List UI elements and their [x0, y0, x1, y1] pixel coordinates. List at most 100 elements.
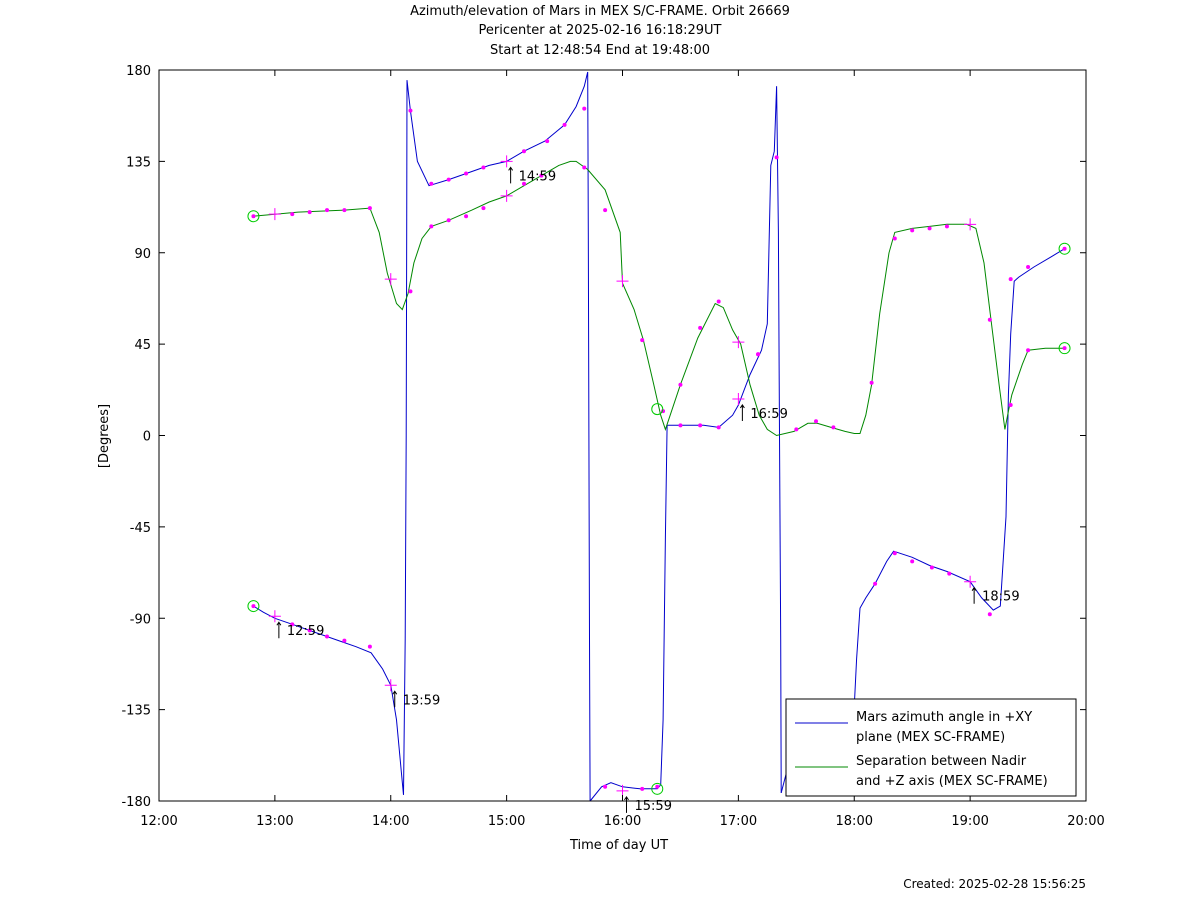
data-point: [464, 171, 469, 176]
x-tick-label: 18:00: [836, 814, 873, 829]
data-point: [290, 622, 295, 627]
y-tick-label: 45: [134, 338, 151, 353]
data-point: [408, 289, 413, 294]
series-line-azimuth: [667, 86, 782, 793]
data-point: [325, 634, 330, 639]
data-point: [429, 224, 434, 229]
series-layer: [253, 71, 1065, 802]
endpoint-circle: [247, 600, 260, 613]
y-tick-label: 0: [143, 430, 151, 445]
plot-frame: [158, 69, 1087, 802]
start-end-subtitle: Start at 12:48:54 End at 19:48:00: [489, 43, 711, 58]
data-point: [582, 165, 587, 170]
data-point: [1026, 348, 1031, 353]
data-point: [869, 380, 874, 385]
data-point: [464, 214, 469, 219]
annotation-label: 13:59: [403, 693, 440, 708]
data-point: [481, 165, 486, 170]
legend-label-azimuth-2: plane (MEX SC-FRAME): [856, 730, 1005, 745]
annotation-arrow: [971, 586, 977, 604]
data-point: [927, 226, 932, 231]
data-point: [522, 181, 527, 186]
annotation-layer: 12:59 13:59 14:59 15:59 16:59 18:59: [276, 166, 1020, 814]
data-point: [756, 352, 761, 357]
annotation-arrow: [624, 795, 629, 813]
data-point: [1062, 246, 1067, 251]
y-tick-label: 135: [126, 155, 151, 170]
data-point: [814, 419, 819, 424]
y-tick-label: -135: [121, 704, 151, 719]
endpoint-circle: [247, 210, 260, 223]
x-tick-label: 14:00: [372, 814, 409, 829]
hour-marker: [964, 218, 977, 231]
annotation-label: 14:59: [519, 169, 556, 184]
data-point: [446, 218, 451, 223]
y-tick-label: -45: [130, 521, 151, 536]
data-point: [342, 638, 347, 643]
data-point: [429, 181, 434, 186]
data-point: [716, 299, 721, 304]
hour-marker: [500, 189, 513, 202]
data-point: [325, 208, 330, 213]
y-axis-label: [Degrees]: [97, 404, 112, 468]
annotation-label: 12:59: [287, 624, 324, 639]
hour-marker: [268, 610, 281, 623]
y-tick-label: -180: [121, 795, 151, 810]
hour-marker: [964, 575, 977, 588]
annotation-label: 18:59: [982, 590, 1019, 605]
data-point: [716, 425, 721, 430]
data-point: [892, 551, 897, 556]
data-point: [910, 559, 915, 564]
data-point: [987, 317, 992, 322]
data-point: [251, 604, 256, 609]
hour-marker: [616, 275, 629, 288]
data-point: [290, 212, 295, 217]
data-point: [698, 325, 703, 330]
series-line-azimuth: [589, 425, 668, 802]
data-point: [640, 338, 645, 343]
data-point: [603, 784, 608, 789]
x-tick-label: 20:00: [1067, 814, 1104, 829]
x-tick-label: 12:00: [140, 814, 177, 829]
annotation-arrow: [276, 621, 282, 639]
data-point: [446, 177, 451, 182]
data-point: [408, 108, 413, 113]
legend-label-separation-2: and +Z axis (MEX SC-FRAME): [856, 774, 1048, 789]
data-point: [892, 236, 897, 241]
data-point: [1026, 264, 1031, 269]
annotation-arrow: [739, 404, 745, 421]
x-tick-label: 19:00: [951, 814, 988, 829]
data-point: [910, 228, 915, 233]
data-point: [251, 214, 256, 219]
hour-marker: [616, 784, 629, 797]
x-tick-label: 15:00: [488, 814, 525, 829]
data-point: [367, 206, 372, 211]
data-point: [367, 644, 372, 649]
hour-marker: [384, 273, 397, 286]
data-point: [562, 122, 567, 127]
endpoint-circle: [1058, 342, 1071, 355]
data-point: [794, 427, 799, 432]
endpoint-circle: [651, 403, 664, 416]
series-line-azimuth: [853, 248, 1065, 706]
marker-layer: [247, 106, 1071, 797]
data-point: [774, 155, 779, 160]
x-tick-label: 13:00: [256, 814, 293, 829]
series-line-separation: [253, 160, 1065, 437]
annotation-arrow: [392, 690, 398, 708]
legend-label-azimuth-1: Mars azimuth angle in +XY: [856, 710, 1032, 725]
hour-marker: [732, 336, 745, 349]
data-point: [987, 612, 992, 617]
annotation-label: 16:59: [750, 407, 787, 422]
pericenter-subtitle: Pericenter at 2025-02-16 16:18:29UT: [478, 23, 722, 38]
hour-marker: [732, 392, 745, 405]
annotation-label: 15:59: [635, 799, 672, 814]
data-point: [698, 423, 703, 428]
series-line-azimuth: [253, 80, 408, 795]
data-point: [1062, 346, 1067, 351]
data-point: [522, 149, 527, 154]
data-point: [603, 208, 608, 213]
data-point: [678, 382, 683, 387]
data-point: [1008, 403, 1013, 408]
